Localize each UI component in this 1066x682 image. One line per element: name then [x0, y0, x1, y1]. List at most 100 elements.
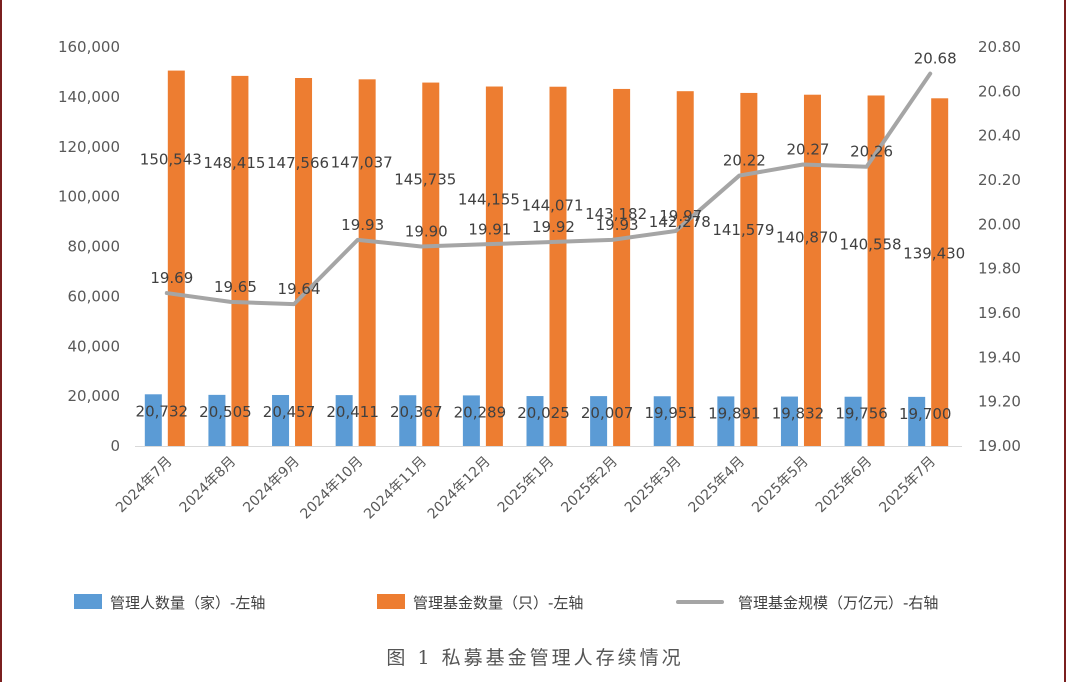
bar-funds: [931, 98, 949, 446]
y-left-tick-label: 60,000: [68, 287, 121, 305]
label-funds: 148,415: [203, 154, 265, 172]
label-funds: 147,566: [267, 154, 329, 172]
label-managers: 20,457: [263, 403, 316, 421]
bar-managers: [780, 396, 798, 446]
bar-funds: [676, 91, 694, 446]
label-managers: 20,505: [199, 403, 252, 421]
y-left-tick-label: 160,000: [58, 38, 120, 56]
label-funds: 140,558: [840, 235, 902, 253]
y-axis-left: 0 20,000 40,000 60,000 80,000 100,000 120,000 1…: [58, 38, 120, 455]
x-axis: 2024年7月 2024年8月 2024年9月2024年10月2024年11月202…: [113, 454, 939, 523]
legend-label-managers: 管理人数量（家）-左轴: [110, 594, 265, 612]
label-managers: 19,951: [644, 404, 697, 422]
line-series: [164, 71, 933, 307]
legend-label-funds: 管理基金数量（只）-左轴: [413, 594, 583, 612]
y-left-tick-label: 140,000: [58, 88, 120, 106]
bar-managers: [590, 396, 608, 446]
y-right-tick-label: 20.40: [978, 127, 1021, 145]
label-managers: 19,700: [899, 405, 952, 423]
x-tick-label: 2025年4月: [686, 454, 749, 517]
label-fund-scale: 19.91: [468, 220, 511, 238]
y-left-tick-label: 40,000: [68, 337, 121, 355]
bar-funds: [740, 92, 758, 446]
bar-funds: [422, 82, 440, 447]
label-fund-scale: 19.65: [214, 278, 257, 296]
bar-managers: [462, 395, 480, 446]
label-fund-scale: 20.68: [914, 50, 957, 68]
label-funds: 144,155: [458, 191, 520, 209]
label-funds: 143,182: [585, 205, 647, 223]
bar-managers: [208, 394, 226, 446]
label-funds: 141,579: [712, 221, 774, 239]
bar-funds: [167, 70, 185, 446]
bar-funds: [231, 75, 249, 447]
label-managers: 20,289: [454, 403, 507, 421]
bar-managers: [335, 395, 353, 446]
x-tick-label: 2024年7月: [113, 454, 176, 517]
x-tick-label: 2025年6月: [813, 454, 876, 517]
label-fund-scale: 19.64: [278, 280, 321, 298]
y-right-tick-label: 19.80: [978, 260, 1021, 278]
label-funds: 140,870: [776, 229, 838, 247]
line-fund-scale: [164, 71, 933, 307]
y-right-tick-label: 19.40: [978, 348, 1021, 366]
bar-funds: [613, 88, 631, 447]
x-tick-label: 2025年7月: [876, 454, 939, 517]
label-managers: 20,732: [136, 402, 189, 420]
label-fund-scale: 19.92: [532, 218, 575, 236]
x-tick-label: 2024年8月: [177, 454, 240, 517]
legend-label-fund-scale: 管理基金规模（万亿元）-右轴: [738, 594, 938, 612]
y-left-tick-label: 80,000: [68, 238, 121, 256]
y-right-tick-label: 20.80: [978, 38, 1021, 56]
label-funds: 147,037: [331, 153, 393, 171]
x-tick-label: 2025年5月: [749, 454, 812, 517]
bar-funds: [295, 78, 313, 446]
label-managers: 19,832: [772, 405, 825, 423]
label-managers: 19,891: [708, 404, 761, 422]
label-managers: 20,411: [326, 403, 379, 421]
y-axis-right: 19.00 19.20 19.40 19.60 19.80 20.00 20.20 20.40…: [978, 38, 1021, 455]
y-right-tick-label: 20.00: [978, 215, 1021, 233]
label-funds: 145,735: [394, 171, 456, 189]
bar-funds: [867, 95, 885, 446]
bar-managers: [272, 394, 290, 446]
bar-managers: [717, 396, 735, 446]
label-fund-scale: 19.90: [405, 223, 448, 241]
label-fund-scale: 20.26: [850, 143, 893, 161]
bar-funds: [549, 86, 567, 446]
label-managers: 20,367: [390, 403, 443, 421]
y-left-tick-label: 120,000: [58, 138, 120, 156]
x-tick-label: 2024年9月: [240, 454, 303, 517]
y-left-tick-label: 0: [110, 437, 120, 455]
bar-funds: [358, 79, 376, 447]
x-tick-label: 2024年10月: [298, 454, 367, 523]
bar-series: [135, 70, 962, 447]
label-funds: 144,071: [521, 197, 583, 215]
figure-caption: 图 1 私募基金管理人存续情况: [386, 647, 684, 669]
legend-swatch-funds: [377, 594, 405, 609]
bar-managers: [526, 396, 544, 446]
label-funds: 150,543: [140, 151, 202, 169]
y-right-tick-label: 19.00: [978, 437, 1021, 455]
legend: 管理人数量（家）-左轴 管理基金数量（只）-左轴 管理基金规模（万亿元）-右轴: [74, 594, 938, 612]
bar-managers: [144, 394, 162, 446]
bar-managers: [399, 395, 417, 446]
y-right-tick-label: 20.60: [978, 82, 1021, 100]
bar-managers: [653, 396, 671, 446]
x-tick-label: 2024年12月: [425, 454, 494, 523]
y-right-tick-label: 19.60: [978, 304, 1021, 322]
label-funds: 139,430: [903, 244, 965, 262]
label-managers: 19,756: [835, 405, 888, 423]
label-funds: 142,278: [649, 213, 711, 231]
label-fund-scale: 19.69: [150, 269, 193, 287]
y-left-tick-label: 20,000: [68, 387, 121, 405]
bar-managers: [908, 396, 926, 446]
bar-funds: [485, 86, 503, 447]
x-tick-label: 2024年11月: [361, 454, 430, 523]
y-right-tick-label: 19.20: [978, 393, 1021, 411]
label-managers: 20,007: [581, 404, 634, 422]
x-tick-label: 2025年2月: [558, 454, 621, 517]
label-fund-scale: 20.22: [723, 152, 766, 170]
label-fund-scale: 19.93: [341, 216, 384, 234]
